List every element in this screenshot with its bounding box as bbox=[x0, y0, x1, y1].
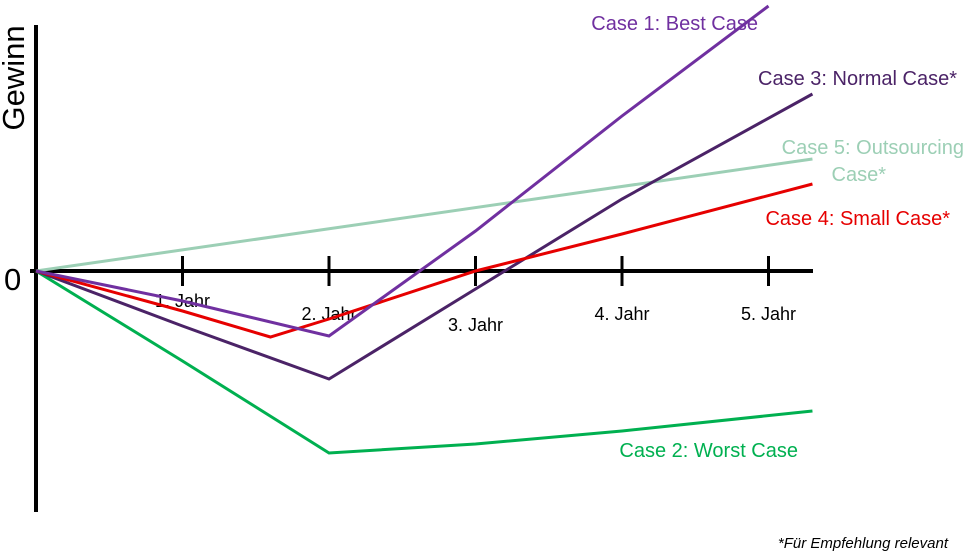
x-tick-label: 3. Jahr bbox=[448, 315, 503, 335]
y-zero-label: 0 bbox=[4, 262, 21, 297]
y-axis-label: Gewinn bbox=[0, 25, 31, 130]
series-lines bbox=[35, 4, 814, 455]
series-line bbox=[35, 157, 813, 273]
x-tick-label: 2. Jahr bbox=[301, 304, 356, 324]
series-label: Case 5: Outsourcing bbox=[782, 137, 964, 159]
series-line bbox=[35, 4, 770, 338]
series-label: Case 1: Best Case bbox=[591, 13, 758, 35]
series-labels: Case 1: Best Case Case 2: Worst Case Case … bbox=[591, 13, 964, 462]
series-line bbox=[35, 182, 813, 339]
series-label: Case 2: Worst Case bbox=[619, 440, 798, 462]
footnote: *Für Empfehlung relevant bbox=[778, 535, 949, 552]
series-label: Case 3: Normal Case* bbox=[758, 68, 957, 90]
series-label: Case 4: Small Case* bbox=[765, 208, 950, 230]
series-label: Case* bbox=[832, 164, 887, 186]
x-tick-label: 4. Jahr bbox=[594, 304, 649, 324]
series-line bbox=[35, 92, 814, 381]
x-tick-label: 5. Jahr bbox=[741, 304, 796, 324]
series-line bbox=[35, 269, 813, 455]
